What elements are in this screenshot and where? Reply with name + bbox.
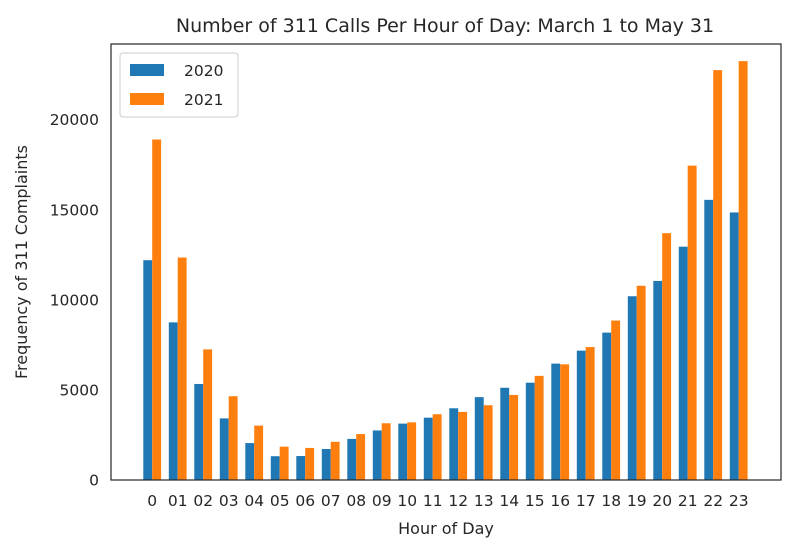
- bar-2020-hour-01: [168, 322, 178, 480]
- chart-title: Number of 311 Calls Per Hour of Day: Mar…: [176, 15, 714, 37]
- x-tick-label: 08: [346, 492, 366, 510]
- y-axis-label: Frequency of 311 Complaints: [12, 145, 31, 379]
- legend-swatch-2021: [130, 93, 164, 105]
- bar-2021-hour-14: [509, 394, 519, 480]
- bar-2021-hour-05: [279, 446, 289, 480]
- bar-2020-hour-14: [500, 387, 510, 480]
- x-tick-label: 11: [423, 492, 443, 510]
- bar-2021-hour-03: [228, 396, 238, 480]
- bar-2020-hour-18: [602, 332, 612, 480]
- x-tick-label: 04: [244, 492, 264, 510]
- y-tick-label: 5000: [60, 381, 99, 399]
- legend: 2020 2021: [119, 52, 239, 118]
- x-tick-label: 15: [525, 492, 545, 510]
- bar-2021-hour-13: [483, 405, 493, 480]
- bar-2021-hour-20: [662, 233, 672, 480]
- bar-2021-hour-17: [585, 347, 595, 480]
- bar-2021-hour-09: [381, 423, 391, 480]
- x-axis-ticks: 0 01 02 03 04 05 06 07 08 09 10 11 12 13 14 15 16 17 18 19 2…: [147, 492, 748, 510]
- bar-2021-hour-12: [458, 411, 468, 480]
- bar-2021-hour-02: [203, 349, 213, 480]
- bar-2020-hour-21: [678, 246, 688, 480]
- x-tick-label: 18: [601, 492, 621, 510]
- bar-2021-hour-10: [407, 422, 417, 480]
- bar-2020-hour-02: [194, 383, 204, 480]
- bar-2021-hour-18: [611, 320, 621, 480]
- bar-2020-hour-09: [372, 430, 382, 480]
- bar-2020-hour-10: [398, 423, 408, 480]
- y-axis-ticks: 0 5000 10000 15000 20000: [50, 111, 99, 489]
- bar-2021-hour-15: [534, 375, 544, 480]
- bar-2020-hour-08: [347, 438, 357, 480]
- x-tick-label: 01: [168, 492, 188, 510]
- y-tick-label: 15000: [50, 201, 99, 219]
- bar-2020-hour-17: [576, 350, 586, 480]
- x-tick-label: 20: [652, 492, 672, 510]
- x-tick-label: 14: [499, 492, 519, 510]
- y-tick-label: 0: [89, 472, 99, 490]
- bar-2021-hour-08: [356, 434, 366, 480]
- bar-2020-hour-16: [551, 363, 561, 480]
- bar-2020-hour-05: [270, 456, 280, 480]
- bar-2020-hour-23: [729, 212, 739, 480]
- x-tick-label: 16: [550, 492, 570, 510]
- bar-2021-hour-16: [560, 364, 570, 480]
- bar-2021-hour-0: [152, 139, 162, 481]
- x-tick-label: 22: [703, 492, 723, 510]
- x-tick-label: 21: [678, 492, 698, 510]
- bar-2020-hour-07: [321, 449, 331, 480]
- x-tick-label: 02: [193, 492, 213, 510]
- x-tick-label: 06: [295, 492, 315, 510]
- bar-2021-hour-23: [738, 61, 748, 481]
- x-tick-label: 03: [219, 492, 239, 510]
- bar-2021-hour-07: [330, 441, 340, 480]
- bar-2021-hour-21: [687, 165, 697, 481]
- y-tick-label: 20000: [50, 111, 99, 129]
- bar-2020-hour-11: [423, 417, 433, 480]
- x-tick-label: 19: [627, 492, 647, 510]
- x-tick-label: 23: [729, 492, 749, 510]
- legend-label-2020: 2020: [184, 62, 223, 80]
- bar-2020-hour-13: [474, 397, 484, 480]
- bar-2020-hour-20: [653, 280, 663, 480]
- bar-2021-hour-22: [713, 70, 723, 481]
- x-tick-label: 13: [474, 492, 494, 510]
- x-tick-label: 0: [147, 492, 157, 510]
- bar-2021-hour-06: [305, 447, 315, 480]
- bar-2020-hour-22: [704, 199, 714, 480]
- bar-2020-hour-0: [143, 260, 153, 480]
- x-tick-label: 09: [372, 492, 392, 510]
- x-tick-label: 05: [270, 492, 290, 510]
- bar-2021-hour-19: [636, 285, 646, 480]
- x-tick-label: 10: [397, 492, 417, 510]
- bar-2020-hour-15: [525, 382, 535, 480]
- x-tick-label: 12: [448, 492, 468, 510]
- bar-2021-hour-11: [432, 414, 442, 480]
- x-tick-label: 07: [321, 492, 341, 510]
- plot-frame: [110, 43, 782, 481]
- x-tick-label: 17: [576, 492, 596, 510]
- bar-2021-hour-01: [177, 257, 187, 480]
- bar-2020-hour-06: [296, 456, 306, 480]
- bar-2020-hour-03: [219, 418, 229, 480]
- x-axis-label: Hour of Day: [398, 519, 494, 538]
- bar-2021-hour-04: [254, 425, 264, 480]
- bars-group: [143, 61, 748, 481]
- bar-2020-hour-12: [449, 408, 459, 480]
- legend-label-2021: 2021: [184, 91, 223, 109]
- bar-2020-hour-19: [627, 296, 637, 480]
- bar-2020-hour-04: [245, 443, 255, 480]
- y-tick-label: 10000: [50, 291, 99, 309]
- legend-swatch-2020: [130, 64, 164, 76]
